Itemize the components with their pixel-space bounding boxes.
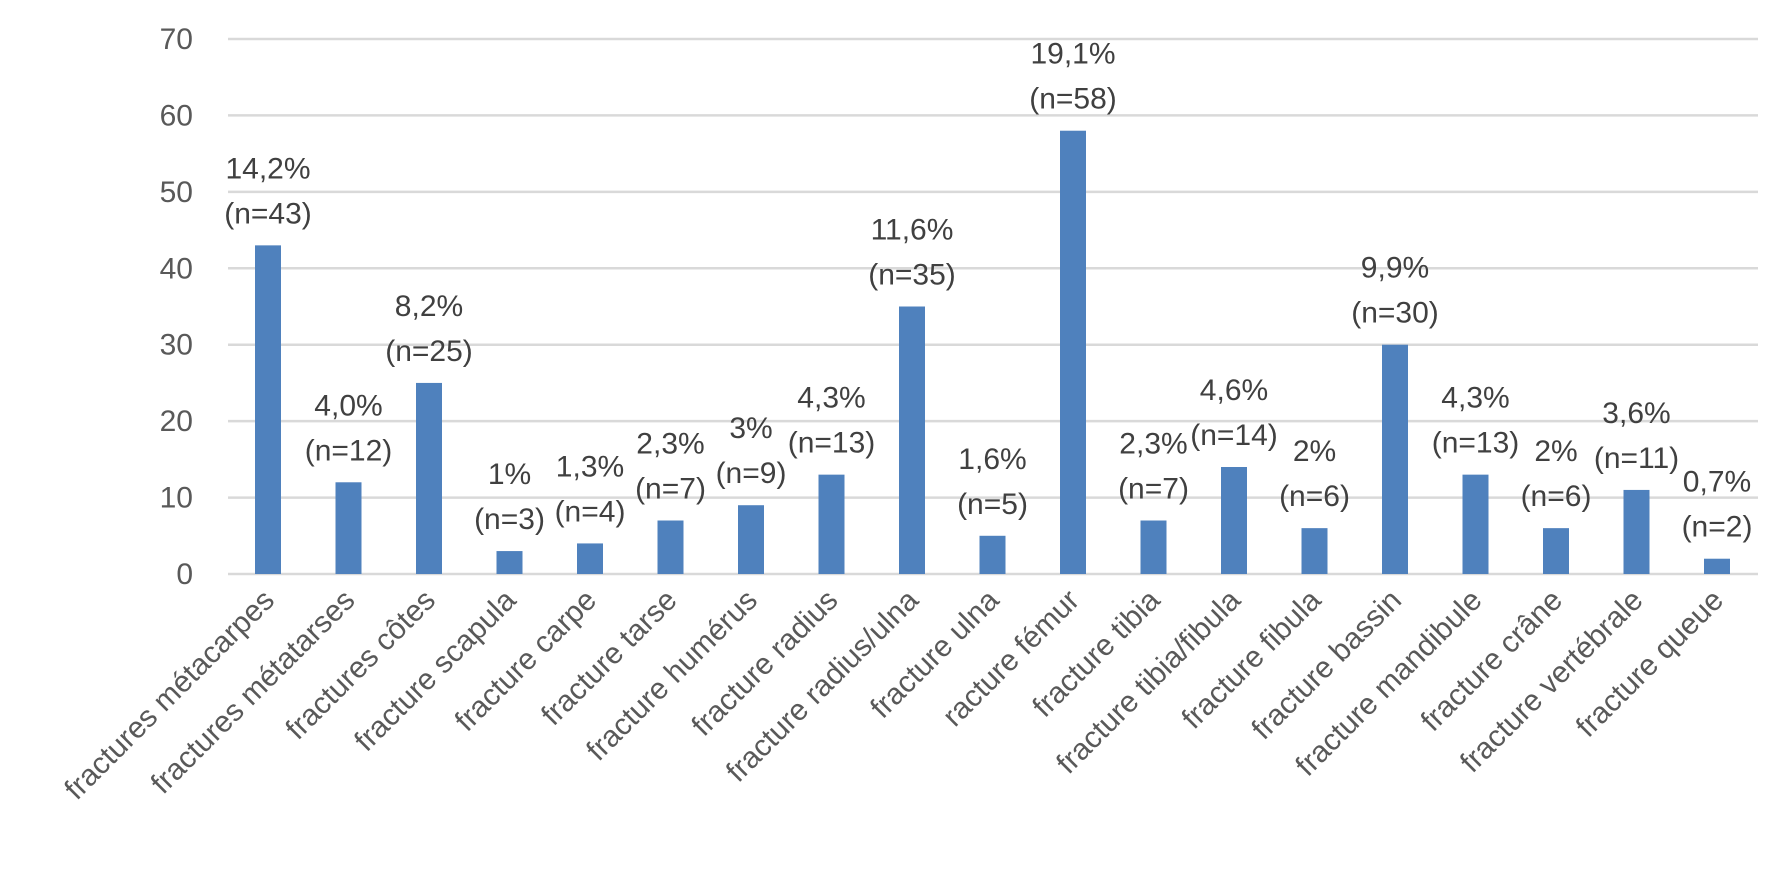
data-label-percent: 1,6% <box>958 443 1026 476</box>
bar <box>1301 528 1328 574</box>
data-label-percent: 2% <box>1293 435 1336 468</box>
y-tick-label: 40 <box>160 252 193 285</box>
data-label-percent: 4,3% <box>797 382 865 415</box>
data-label-count: (n=13) <box>788 427 876 460</box>
data-label-percent: 9,9% <box>1361 252 1429 285</box>
y-tick-label: 10 <box>160 482 193 515</box>
bar <box>738 505 764 574</box>
data-label-percent: 1,3% <box>556 450 624 483</box>
data-label-count: (n=6) <box>1279 480 1350 513</box>
bar <box>1543 528 1569 574</box>
data-label-percent: 14,2% <box>225 152 310 185</box>
data-label-count: (n=43) <box>224 197 312 230</box>
y-tick-label: 60 <box>160 99 193 132</box>
y-axis-tick-labels: 0 10 20 30 40 50 60 70 <box>160 23 193 591</box>
data-label-percent: 2,3% <box>636 428 704 461</box>
y-tick-label: 30 <box>160 329 193 362</box>
bar <box>818 474 845 574</box>
y-tick-label: 0 <box>176 558 193 591</box>
bar <box>899 306 925 574</box>
bar <box>577 543 603 574</box>
bar <box>979 535 1006 574</box>
data-label-count: (n=5) <box>957 488 1028 521</box>
data-label-percent: 3% <box>729 412 772 445</box>
data-label-count: (n=14) <box>1190 419 1278 452</box>
data-label-percent: 2% <box>1534 435 1577 468</box>
bar <box>1382 344 1408 574</box>
bar <box>1623 489 1650 574</box>
gridlines <box>228 37 1758 576</box>
data-label-percent: 11,6% <box>871 214 954 247</box>
data-label-percent: 8,2% <box>395 290 463 323</box>
bar <box>1060 130 1086 574</box>
y-tick-label: 20 <box>160 405 193 438</box>
y-tick-label: 50 <box>160 176 193 209</box>
data-label-count: (n=35) <box>868 259 956 292</box>
bar <box>657 520 684 574</box>
data-label-count: (n=13) <box>1432 427 1520 460</box>
data-label-percent: 2,3% <box>1119 428 1187 461</box>
data-labels: 14,2% (n=43) 4,0% (n=12) 8,2% (n=25) 1% (n=3) 1,… <box>224 38 1752 544</box>
x-category-label: fracture carpe <box>449 584 603 738</box>
data-label-count: (n=58) <box>1029 83 1117 116</box>
data-label-count: (n=3) <box>474 503 545 536</box>
y-tick-label: 70 <box>160 23 193 56</box>
data-label-percent: 4,6% <box>1200 374 1268 407</box>
data-label-percent: 0,7% <box>1683 466 1751 499</box>
data-label-percent: 4,3% <box>1441 382 1509 415</box>
bars <box>255 130 1730 574</box>
x-category-label: fracture radius <box>686 584 845 743</box>
data-label-count: (n=11) <box>1594 442 1679 475</box>
data-label-percent: 1% <box>488 458 531 491</box>
bar <box>1140 520 1167 574</box>
data-label-percent: 4,0% <box>314 389 382 422</box>
bar <box>1704 558 1730 574</box>
data-label-count: (n=25) <box>385 335 473 368</box>
x-category-label: fracture queue <box>1570 584 1730 744</box>
data-label-count: (n=4) <box>555 495 626 528</box>
data-label-count: (n=7) <box>635 473 706 506</box>
data-label-count: (n=9) <box>716 457 787 490</box>
bar <box>1221 467 1247 574</box>
x-category-label: fracture fibula <box>1176 583 1328 735</box>
data-label-count: (n=12) <box>305 434 393 467</box>
x-category-label: fracture crâne <box>1415 584 1569 738</box>
bar <box>416 382 442 574</box>
data-label-count: (n=6) <box>1521 480 1592 513</box>
bar <box>496 551 523 574</box>
data-label-count: (n=30) <box>1351 297 1439 330</box>
data-label-percent: 3,6% <box>1602 397 1670 430</box>
bar <box>1462 474 1489 574</box>
data-label-percent: 19,1% <box>1030 38 1115 71</box>
bar <box>255 245 281 574</box>
data-label-count: (n=7) <box>1118 473 1189 506</box>
data-label-count: (n=2) <box>1682 511 1753 544</box>
bar <box>335 482 362 574</box>
